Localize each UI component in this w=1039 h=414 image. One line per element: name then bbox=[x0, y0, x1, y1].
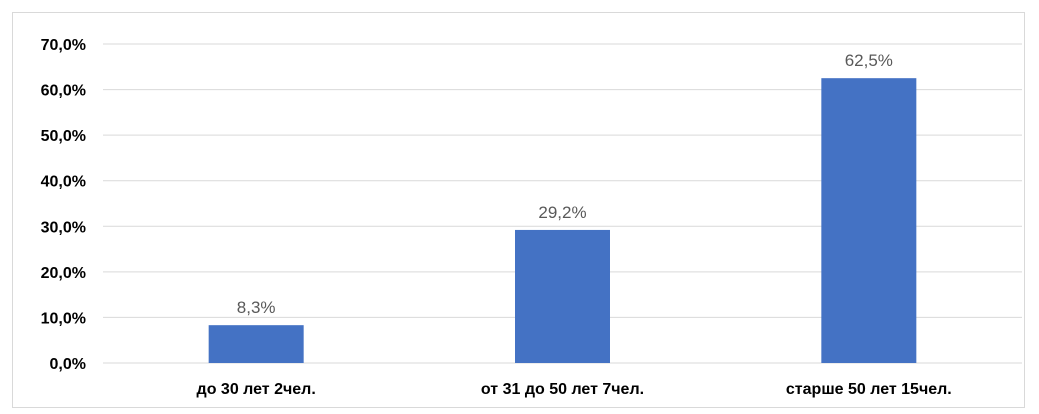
y-tick-label: 70,0% bbox=[41, 37, 86, 54]
y-tick-label: 0,0% bbox=[50, 356, 86, 373]
data-label: 29,2% bbox=[538, 203, 586, 222]
y-tick-label: 40,0% bbox=[41, 174, 86, 191]
data-label: 8,3% bbox=[237, 298, 276, 317]
data-labels: 8,3% 29,2% 62,5% bbox=[237, 51, 893, 317]
y-tick-label: 30,0% bbox=[41, 219, 86, 236]
category-label: до 30 лет 2чел. bbox=[197, 381, 316, 398]
y-axis-ticks: 0,0% 10,0% 20,0% 30,0% 40,0% 50,0% 60,0% 70,0% bbox=[41, 37, 86, 373]
bar bbox=[821, 78, 917, 363]
category-label: от 31 до 50 лет 7чел. bbox=[481, 381, 644, 398]
y-tick-label: 50,0% bbox=[41, 128, 86, 145]
category-labels: до 30 лет 2чел. от 31 до 50 лет 7чел. стар… bbox=[197, 381, 952, 398]
y-tick-label: 60,0% bbox=[41, 83, 86, 100]
y-tick-label: 20,0% bbox=[41, 265, 86, 282]
category-label: старше 50 лет 15чел. bbox=[786, 381, 952, 398]
y-tick-label: 10,0% bbox=[41, 310, 86, 327]
bars bbox=[208, 78, 917, 363]
data-label: 62,5% bbox=[845, 51, 893, 70]
bar bbox=[208, 325, 304, 363]
bar bbox=[515, 229, 610, 363]
